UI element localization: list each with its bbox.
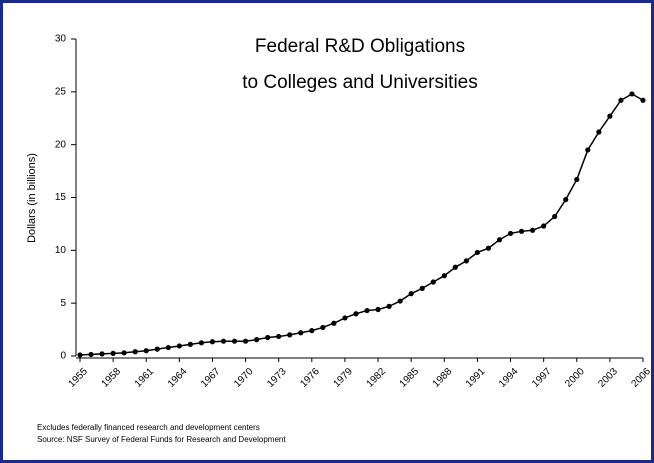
data-point [110, 350, 116, 356]
data-point [176, 343, 182, 349]
data-point [463, 258, 469, 264]
data-point [353, 311, 359, 317]
data-point [585, 147, 591, 153]
data-point [265, 334, 271, 341]
data-point [231, 338, 238, 344]
data-point [386, 303, 392, 309]
data-point [287, 332, 293, 338]
data-point [607, 113, 613, 119]
footnote: Excludes federally financed research and… [37, 423, 260, 432]
data-point [596, 129, 602, 135]
data-point [552, 213, 558, 220]
data-point [298, 330, 304, 336]
data-point [563, 197, 569, 203]
data-point [209, 339, 216, 345]
data-point [375, 306, 381, 313]
series-line [79, 93, 644, 356]
chart-subtitle: to Colleges and Universities [242, 72, 478, 93]
data-point [474, 249, 481, 256]
data-point [629, 91, 635, 97]
data-point [154, 346, 160, 352]
data-point [187, 341, 193, 347]
data-point [485, 245, 492, 251]
data-point [242, 338, 249, 344]
data-point [132, 349, 138, 355]
data-point [165, 344, 171, 351]
data-point [309, 328, 315, 334]
footnote: Source: NSF Survey of Federal Funds for … [37, 435, 286, 444]
data-point [518, 228, 525, 234]
data-point [320, 324, 326, 331]
y-tick-label: 30 [55, 34, 67, 45]
data-point [143, 348, 149, 354]
data-point [441, 273, 447, 279]
data-point [276, 333, 282, 340]
data-point [88, 351, 94, 358]
data-point [574, 176, 580, 183]
data-point [99, 351, 105, 357]
data-point [397, 298, 403, 304]
data-point [530, 227, 536, 233]
data-point [331, 320, 337, 326]
data-point [342, 315, 348, 321]
y-axis-label: Dollars (in billions) [26, 153, 38, 243]
y-tick-label: 20 [55, 139, 67, 150]
y-tick-label: 5 [60, 298, 66, 309]
data-point [364, 307, 370, 314]
data-point [419, 285, 425, 291]
chart-title: Federal R&D Obligations [255, 36, 465, 57]
data-point [496, 237, 503, 243]
data-point [507, 230, 514, 237]
data-point [640, 97, 646, 103]
data-point [220, 338, 227, 344]
data-point [408, 291, 414, 297]
y-tick-label: 0 [60, 351, 66, 362]
data-point [618, 97, 624, 103]
data-point [77, 352, 83, 358]
data-point [452, 264, 458, 270]
data-point [541, 223, 547, 229]
data-point [121, 350, 127, 356]
data-point [254, 337, 260, 343]
y-tick-label: 25 [55, 86, 67, 97]
data-point [430, 279, 436, 285]
data-point [198, 340, 205, 346]
y-tick-label: 10 [55, 245, 67, 256]
y-tick-label: 15 [55, 192, 67, 203]
